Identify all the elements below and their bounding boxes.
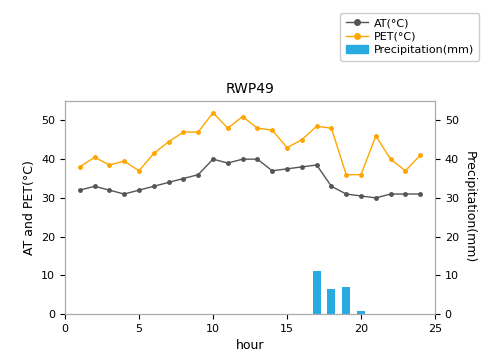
Bar [328,289,336,314]
Title: RWP49: RWP49 [226,82,274,96]
Y-axis label: AT and PET(°C): AT and PET(°C) [22,160,36,255]
Bar [342,287,350,314]
Legend: AT(°C), PET(°C), Precipitation(mm): AT(°C), PET(°C), Precipitation(mm) [340,13,479,61]
X-axis label: hour: hour [236,339,264,352]
Y-axis label: Precipitation(mm): Precipitation(mm) [462,152,475,264]
Bar [312,271,320,314]
Bar [357,311,365,314]
